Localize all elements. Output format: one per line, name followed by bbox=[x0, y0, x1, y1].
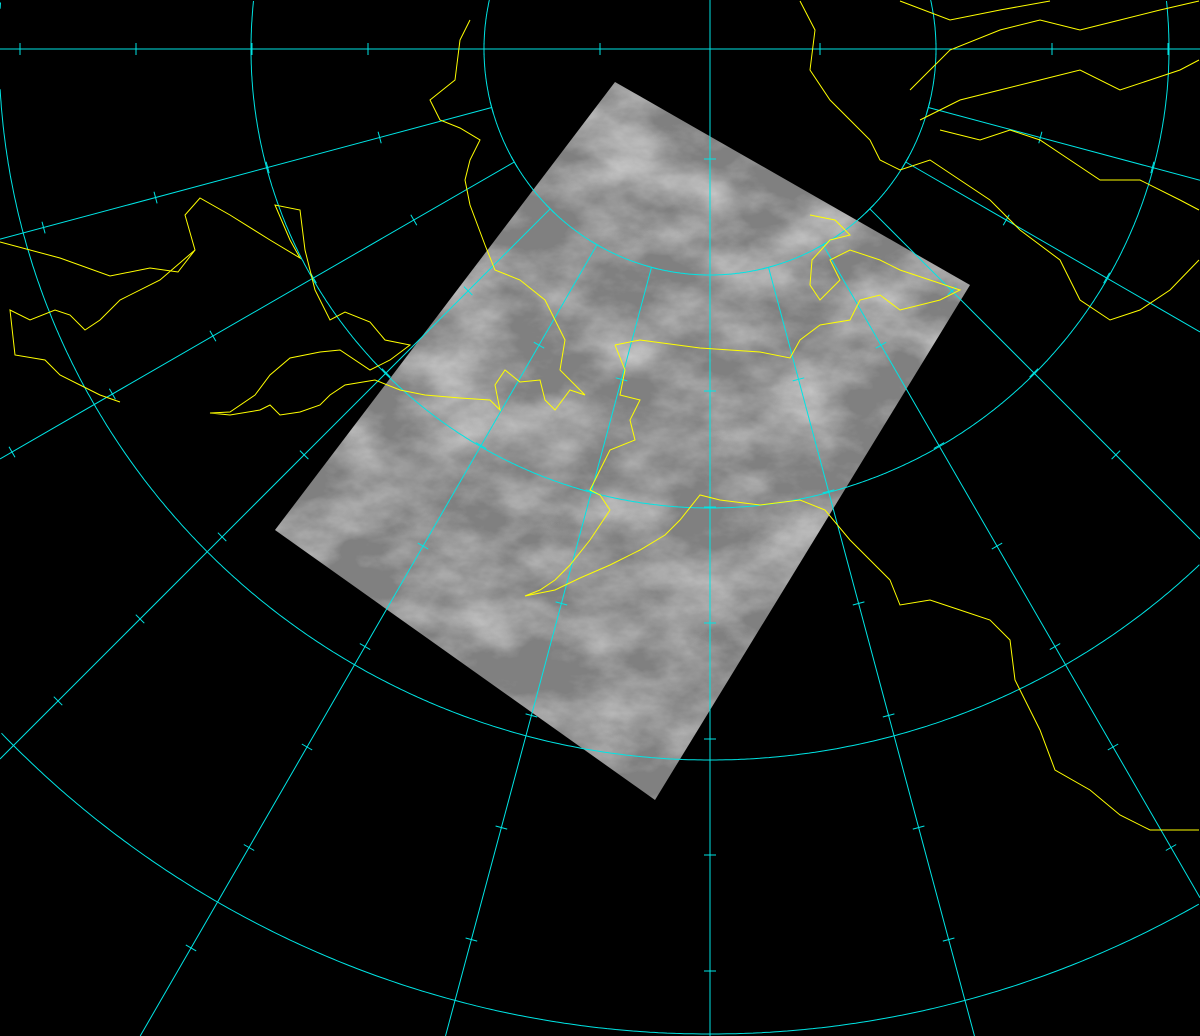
grid-tick bbox=[1038, 131, 1043, 144]
grid-tick bbox=[510, 156, 518, 168]
latitude-circle bbox=[930, 0, 937, 49]
coastline-arctic-islands-south bbox=[939, 129, 1200, 211]
grid-tick bbox=[525, 713, 538, 718]
grid-tick bbox=[108, 388, 116, 400]
grid-tick bbox=[645, 265, 658, 270]
coastline-greenland-south bbox=[909, 0, 1200, 91]
grid-tick bbox=[417, 542, 429, 550]
grid-tick bbox=[865, 204, 875, 214]
meridian-line bbox=[0, 107, 492, 240]
grid-tick bbox=[299, 450, 309, 460]
latitude-circle bbox=[250, 0, 1170, 509]
coastline-siberia bbox=[0, 19, 586, 416]
grid-tick bbox=[882, 713, 895, 718]
grid-tick bbox=[153, 191, 158, 204]
satellite-image bbox=[275, 82, 970, 800]
meridian-line bbox=[139, 244, 598, 1036]
coastlines bbox=[0, 0, 1200, 831]
grid-tick bbox=[942, 937, 955, 942]
grid-tick bbox=[1029, 368, 1039, 378]
grid-tick bbox=[217, 532, 227, 542]
grid-tick bbox=[912, 825, 925, 830]
coastline-kamchatka bbox=[9, 249, 196, 403]
grid-tick bbox=[533, 341, 545, 349]
grid-tick bbox=[381, 368, 391, 378]
grid-tick bbox=[1165, 844, 1177, 851]
grid-tick bbox=[495, 825, 508, 830]
grid-tick bbox=[53, 696, 63, 706]
grid-tick bbox=[926, 101, 931, 114]
grid-tick bbox=[902, 156, 910, 168]
grid-tick bbox=[615, 377, 628, 382]
meridian-line bbox=[0, 161, 515, 460]
grid-tick bbox=[243, 844, 255, 851]
grid-tick bbox=[1111, 450, 1121, 460]
grid-tick bbox=[475, 442, 487, 450]
meridian-line bbox=[822, 244, 1200, 898]
grid-tick bbox=[185, 944, 197, 952]
grid-tick bbox=[1002, 214, 1010, 226]
meridian-line bbox=[445, 267, 652, 1036]
grid-tick bbox=[792, 377, 805, 382]
meridian-line bbox=[905, 161, 1200, 333]
grid-tick bbox=[1150, 161, 1155, 174]
grid-tick bbox=[41, 221, 46, 234]
coastline-greenland bbox=[899, 0, 1051, 21]
grid-tick bbox=[545, 204, 555, 214]
meridian-line bbox=[869, 208, 1200, 540]
grid-tick bbox=[489, 101, 494, 114]
coastline-alaska-west bbox=[524, 344, 1199, 831]
grid-tick bbox=[135, 614, 145, 624]
grid-tick bbox=[8, 446, 16, 458]
grid-tick bbox=[301, 743, 313, 751]
meridian-line bbox=[768, 267, 975, 1036]
grid-tick bbox=[591, 241, 603, 249]
coastline-alaska bbox=[614, 214, 962, 359]
grid-tick bbox=[265, 161, 270, 174]
latitude-circle bbox=[1, 732, 1200, 1035]
grid-tick bbox=[933, 442, 945, 450]
grid-tick bbox=[463, 286, 473, 296]
grid-tick bbox=[377, 131, 382, 144]
coastline-arctic-islands bbox=[919, 59, 1200, 121]
grid-tick bbox=[817, 241, 829, 249]
grid-tick bbox=[762, 265, 775, 270]
latitude-circle bbox=[1166, 0, 1170, 49]
grid-tick bbox=[1103, 272, 1111, 284]
meridian-line bbox=[928, 107, 1200, 181]
latitude-circle bbox=[0, 89, 1200, 761]
grid-tick bbox=[209, 330, 217, 342]
grid-tick bbox=[555, 601, 568, 606]
coastline-canada-arctic bbox=[799, 0, 1200, 321]
grid-tick bbox=[359, 643, 371, 651]
grid-tick bbox=[465, 937, 478, 942]
meridian-line bbox=[0, 208, 551, 760]
grid-tick bbox=[991, 542, 1003, 550]
grid-tick bbox=[1107, 743, 1119, 751]
grid-tick bbox=[852, 601, 865, 606]
grid-tick bbox=[822, 489, 835, 494]
grid-tick bbox=[1049, 643, 1061, 651]
grid-tick bbox=[410, 214, 418, 226]
grid-tick bbox=[875, 341, 887, 349]
